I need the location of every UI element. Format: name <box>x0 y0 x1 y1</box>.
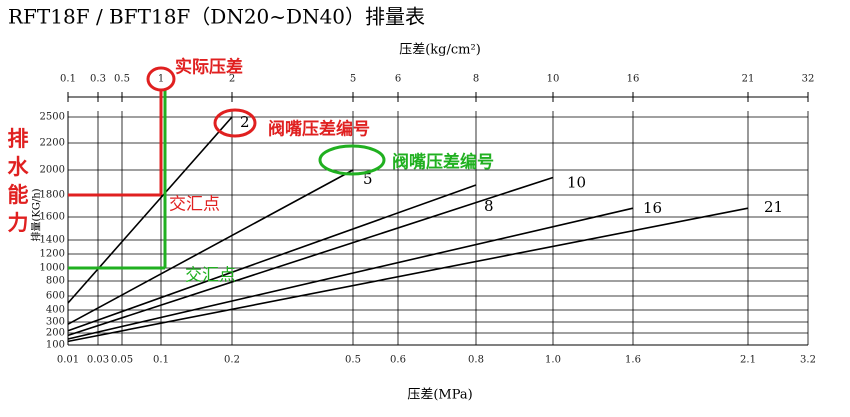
y-tick-label: 600 <box>46 291 65 302</box>
x-tick-label: 1.6 <box>625 355 641 366</box>
annotation: 阀嘴压差编号 <box>268 119 370 140</box>
x-tick-label: 0.8 <box>468 355 484 366</box>
top-tick-label: 0.5 <box>114 74 130 85</box>
y-tick-label: 1400 <box>40 235 65 246</box>
top-tick-label: 1 <box>158 74 164 85</box>
y-tick-label: 800 <box>46 276 65 287</box>
series-line <box>67 176 554 337</box>
series-label: 5 <box>363 170 373 188</box>
series-line <box>67 207 634 340</box>
y-tick-label: 1800 <box>40 190 65 201</box>
x-tick-label: 0.2 <box>224 355 240 366</box>
x-tick-label: 1.0 <box>545 355 561 366</box>
top-tick-label: 8 <box>473 74 479 85</box>
y-tick-label: 1200 <box>40 249 65 260</box>
x-tick-label: 0.01 <box>57 355 79 366</box>
series-label: 16 <box>643 199 662 217</box>
top-tick-label: 2 <box>229 74 235 85</box>
y-tick-label: 400 <box>46 305 65 316</box>
annotation: 实际压差 <box>175 57 243 78</box>
top-tick-label: 16 <box>627 74 640 85</box>
x-tick-label: 3.2 <box>800 355 816 366</box>
series-label: 2 <box>240 113 250 131</box>
reading-label: 交汇点 <box>169 195 220 215</box>
series-label: 21 <box>764 198 783 216</box>
y-tick-label: 100 <box>46 340 65 351</box>
x-tick-label: 0.5 <box>345 355 361 366</box>
series-line <box>67 169 354 325</box>
series-line <box>67 116 233 304</box>
y-tick-label: 1600 <box>40 212 65 223</box>
chart-title: RFT18F / BFT18F（DN20~DN40）排量表 <box>8 5 425 29</box>
side-label: 排水能力 <box>8 126 30 235</box>
callout-ring <box>318 144 386 176</box>
reading-label: 交汇点 <box>185 266 236 286</box>
x-tick-label: 0.6 <box>390 355 406 366</box>
top-tick-label: 0.3 <box>90 74 106 85</box>
top-tick-label: 21 <box>742 74 755 85</box>
top-tick-label: 0.1 <box>60 74 76 85</box>
top-tick-label: 32 <box>802 74 815 85</box>
y-tick-label: 200 <box>46 328 65 339</box>
top-tick-label: 6 <box>395 74 401 85</box>
series-line <box>67 207 749 343</box>
top-axis-title: 压差(kg/cm²) <box>399 43 481 58</box>
y-axis-title: 排量(KG/h) <box>30 188 43 241</box>
callout-ring <box>213 108 257 138</box>
y-tick-label: 2500 <box>40 112 65 123</box>
y-tick-label: 1000 <box>40 263 65 274</box>
series-label: 8 <box>484 197 494 215</box>
y-tick-label: 2200 <box>40 138 65 149</box>
y-tick-label: 300 <box>46 317 65 328</box>
top-tick-label: 10 <box>547 74 560 85</box>
y-tick-label: 2000 <box>40 165 65 176</box>
x-tick-label: 0.03 <box>87 355 109 366</box>
series-line <box>67 184 477 332</box>
x-tick-label: 0.05 <box>111 355 133 366</box>
top-tick-label: 5 <box>350 74 356 85</box>
annotation: 阀嘴压差编号 <box>392 152 494 173</box>
series-label: 10 <box>567 174 586 192</box>
x-tick-label: 0.1 <box>153 355 169 366</box>
x-tick-label: 2.1 <box>740 355 756 366</box>
callout-ring <box>146 66 176 92</box>
bottom-axis-title: 压差(MPa) <box>407 388 472 403</box>
